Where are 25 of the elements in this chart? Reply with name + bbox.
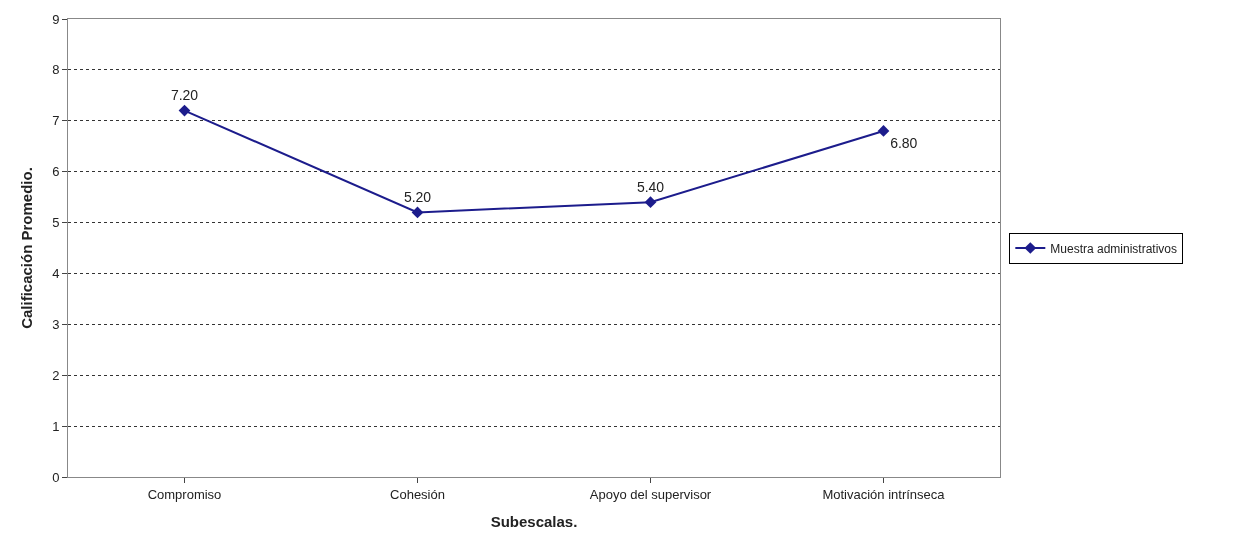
y-tick-label: 1 — [52, 418, 60, 434]
data-label: 5.40 — [636, 179, 665, 196]
y-tick-label: 2 — [52, 367, 60, 383]
y-tick-label: 7 — [52, 113, 60, 129]
x-axis-title: Subescalas. — [490, 512, 578, 530]
y-tick-label: 8 — [52, 62, 60, 78]
x-tick-label: Cohesión — [390, 486, 445, 502]
y-tick-label: 9 — [52, 11, 60, 27]
point — [877, 125, 890, 137]
legend-label: Muestra administrativos — [1050, 241, 1178, 256]
data-label: 7.20 — [170, 87, 199, 104]
x-tick-label: Compromiso — [147, 486, 222, 502]
y-tick-label: 4 — [52, 265, 60, 281]
x-tick-label: Motivación intrínseca — [822, 486, 946, 502]
y-tick-label: 5 — [52, 215, 60, 231]
y-tick-label: 6 — [52, 164, 60, 180]
x-tick-label: Apoyo del supervisor — [589, 486, 712, 502]
y-axis-title: Calificación Promedio. — [18, 167, 36, 329]
data-label: 6.80 — [890, 135, 918, 152]
point — [411, 206, 424, 219]
data-label: 5.20 — [403, 189, 432, 206]
y-tick-label: 0 — [52, 469, 60, 485]
point — [644, 196, 657, 209]
point — [178, 104, 191, 117]
y-tick-label: 3 — [52, 316, 60, 332]
